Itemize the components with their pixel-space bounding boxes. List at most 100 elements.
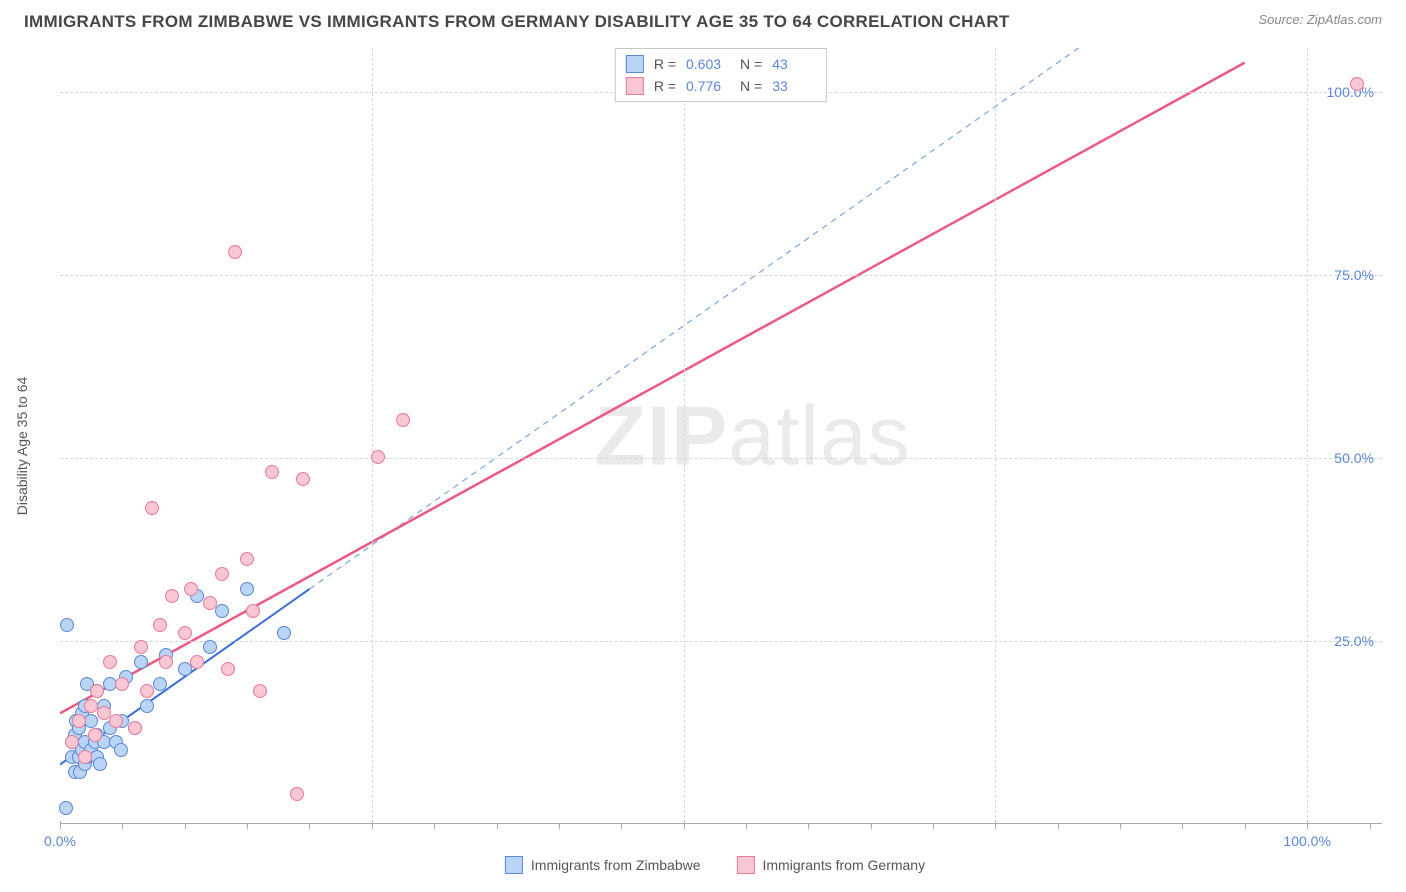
watermark: ZIPatlas — [595, 387, 911, 484]
legend-r-value: 0.603 — [686, 56, 730, 72]
data-point-germany — [109, 714, 123, 728]
data-point-zimbabwe — [240, 582, 254, 596]
x-tick-major — [684, 821, 685, 829]
legend-bottom-item: Immigrants from Germany — [737, 856, 926, 874]
legend-r-label: R = — [654, 78, 676, 94]
y-tick-label: 75.0% — [1334, 267, 1374, 283]
data-point-zimbabwe — [215, 604, 229, 618]
gridline-h — [60, 275, 1382, 276]
x-tick-minor — [621, 823, 622, 829]
legend-swatch — [505, 856, 523, 874]
data-point-zimbabwe — [140, 699, 154, 713]
legend-series: Immigrants from Zimbabwe Immigrants from … — [505, 856, 925, 874]
legend-series-label: Immigrants from Zimbabwe — [531, 857, 701, 873]
data-point-germany — [128, 721, 142, 735]
x-tick-minor — [933, 823, 934, 829]
x-tick-minor — [247, 823, 248, 829]
data-point-germany — [221, 662, 235, 676]
x-tick-minor — [559, 823, 560, 829]
data-point-zimbabwe — [59, 801, 73, 815]
gridline-h — [60, 458, 1382, 459]
legend-series-label: Immigrants from Germany — [763, 857, 926, 873]
x-tick-major — [60, 821, 61, 829]
legend-swatch — [626, 77, 644, 95]
gridline-v — [372, 48, 373, 823]
chart-title: IMMIGRANTS FROM ZIMBABWE VS IMMIGRANTS F… — [24, 12, 1010, 32]
x-tick-major — [995, 821, 996, 829]
data-point-germany — [396, 413, 410, 427]
data-point-germany — [240, 552, 254, 566]
data-point-germany — [246, 604, 260, 618]
data-point-germany — [134, 640, 148, 654]
data-point-germany — [159, 655, 173, 669]
x-tick-minor — [497, 823, 498, 829]
plot-region: ZIPatlas R =0.603N =43R =0.776N =33 25.0… — [60, 48, 1382, 824]
x-tick-minor — [1120, 823, 1121, 829]
x-tick-label: 0.0% — [44, 833, 76, 849]
data-point-zimbabwe — [277, 626, 291, 640]
gridline-v — [684, 48, 685, 823]
data-point-germany — [296, 472, 310, 486]
data-point-germany — [178, 626, 192, 640]
legend-n-value: 33 — [772, 78, 816, 94]
data-point-zimbabwe — [114, 743, 128, 757]
x-tick-minor — [434, 823, 435, 829]
data-point-zimbabwe — [60, 618, 74, 632]
x-tick-minor — [1370, 823, 1371, 829]
data-point-germany — [145, 501, 159, 515]
legend-top-row: R =0.776N =33 — [626, 75, 816, 97]
gridline-v — [995, 48, 996, 823]
gridline-v — [1307, 48, 1308, 823]
data-point-germany — [65, 735, 79, 749]
trend-lines — [60, 48, 1382, 823]
data-point-germany — [190, 655, 204, 669]
data-point-germany — [140, 684, 154, 698]
data-point-germany — [72, 714, 86, 728]
legend-n-label: N = — [740, 56, 762, 72]
data-point-zimbabwe — [203, 640, 217, 654]
data-point-zimbabwe — [153, 677, 167, 691]
source-text: Source: ZipAtlas.com — [1258, 12, 1382, 27]
x-tick-minor — [1245, 823, 1246, 829]
legend-swatch — [626, 55, 644, 73]
legend-n-value: 43 — [772, 56, 816, 72]
x-tick-minor — [1058, 823, 1059, 829]
y-tick-label: 25.0% — [1334, 633, 1374, 649]
x-tick-minor — [746, 823, 747, 829]
x-tick-major — [1307, 821, 1308, 829]
data-point-germany — [203, 596, 217, 610]
chart-area: ZIPatlas R =0.603N =43R =0.776N =33 25.0… — [48, 48, 1382, 844]
x-tick-minor — [808, 823, 809, 829]
gridline-h — [60, 641, 1382, 642]
data-point-germany — [215, 567, 229, 581]
data-point-zimbabwe — [84, 714, 98, 728]
legend-r-value: 0.776 — [686, 78, 730, 94]
x-tick-label: 100.0% — [1283, 833, 1330, 849]
x-tick-minor — [871, 823, 872, 829]
x-tick-minor — [1182, 823, 1183, 829]
data-point-germany — [371, 450, 385, 464]
legend-correlation-box: R =0.603N =43R =0.776N =33 — [615, 48, 827, 102]
legend-bottom-item: Immigrants from Zimbabwe — [505, 856, 701, 874]
data-point-germany — [184, 582, 198, 596]
x-tick-minor — [309, 823, 310, 829]
data-point-germany — [90, 684, 104, 698]
data-point-germany — [165, 589, 179, 603]
data-point-germany — [88, 728, 102, 742]
data-point-germany — [265, 465, 279, 479]
x-tick-minor — [185, 823, 186, 829]
x-tick-major — [372, 821, 373, 829]
data-point-germany — [290, 787, 304, 801]
data-point-germany — [228, 245, 242, 259]
y-tick-label: 50.0% — [1334, 450, 1374, 466]
legend-swatch — [737, 856, 755, 874]
legend-top-row: R =0.603N =43 — [626, 53, 816, 75]
data-point-germany — [1350, 77, 1364, 91]
y-axis-label: Disability Age 35 to 64 — [14, 377, 30, 516]
data-point-germany — [253, 684, 267, 698]
data-point-germany — [103, 655, 117, 669]
data-point-zimbabwe — [134, 655, 148, 669]
x-tick-minor — [122, 823, 123, 829]
data-point-germany — [153, 618, 167, 632]
data-point-zimbabwe — [178, 662, 192, 676]
